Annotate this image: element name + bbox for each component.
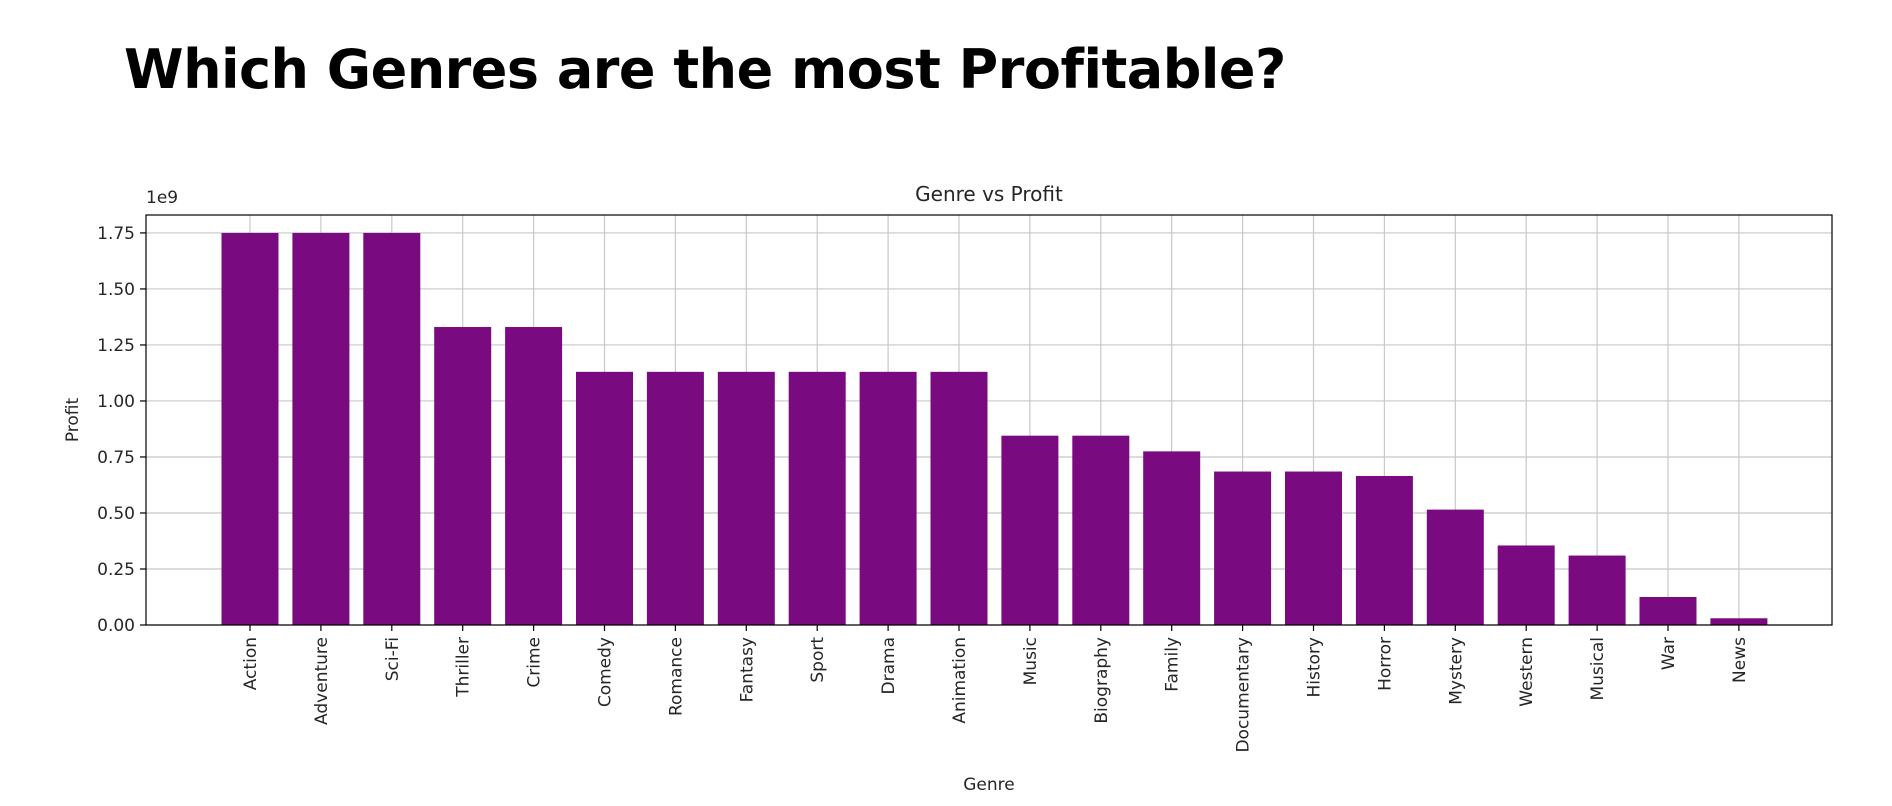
bar-music — [1001, 435, 1059, 625]
bar-fantasy — [717, 371, 775, 625]
bar-news — [1710, 618, 1768, 625]
x-axis-label: Genre — [963, 775, 1014, 795]
x-tick-label: Biography — [1092, 637, 1112, 724]
x-tick-label: Animation — [950, 637, 970, 724]
x-tick-label: Family — [1163, 637, 1183, 692]
bar-animation — [930, 371, 988, 625]
bar-western — [1497, 545, 1555, 625]
x-tick-label: Romance — [666, 637, 686, 716]
y-tick-label: 1.50 — [97, 280, 135, 300]
bar-war — [1639, 596, 1697, 625]
bar-history — [1285, 471, 1342, 625]
bar-romance — [646, 371, 704, 625]
bar-thriller — [434, 327, 492, 625]
chart-title: Genre vs Profit — [915, 182, 1063, 206]
bar-musical — [1568, 555, 1626, 625]
y-tick-label: 0.00 — [97, 616, 135, 636]
x-tick-label: History — [1305, 637, 1325, 697]
bar-documentary — [1214, 471, 1272, 625]
x-tick-label: Sport — [808, 637, 828, 683]
plot-frame — [145, 214, 1833, 626]
x-tick-label: Music — [1021, 637, 1041, 685]
x-tick-label: Western — [1517, 637, 1537, 707]
slide-title: Which Genres are the most Profitable? — [124, 38, 1286, 101]
y-tick-label: 1.25 — [97, 336, 135, 356]
x-tick-label: Sci-Fi — [383, 637, 403, 681]
y-axis-label: Profit — [63, 397, 83, 442]
bar-biography — [1072, 435, 1130, 625]
bars — [221, 232, 1768, 625]
tick-marks — [140, 232, 1740, 631]
x-tick-label: Horror — [1375, 637, 1395, 691]
bar-horror — [1355, 476, 1413, 625]
y-tick-label: 1.00 — [97, 392, 135, 412]
x-tick-labels: Action Adventure Sci-Fi Thriller Crime Comedy… — [241, 637, 1750, 753]
y-tick-label: 0.50 — [97, 504, 135, 524]
y-tick-label: 0.75 — [97, 448, 135, 468]
x-tick-label: Thriller — [454, 637, 474, 698]
bar-mystery — [1426, 509, 1484, 625]
x-tick-label: Musical — [1588, 637, 1608, 701]
x-tick-label: Drama — [879, 637, 899, 694]
x-tick-label: Documentary — [1234, 637, 1254, 753]
x-tick-label: Adventure — [312, 637, 332, 725]
x-tick-label: War — [1659, 637, 1679, 670]
bar-sci-fi — [363, 232, 421, 625]
x-tick-label: News — [1730, 637, 1750, 683]
bar-family — [1143, 451, 1201, 625]
x-tick-label: Fantasy — [737, 637, 757, 702]
bar-action — [221, 232, 279, 625]
bar-drama — [859, 371, 917, 625]
y-axis-scale-label: 1e9 — [146, 188, 178, 208]
x-tick-label: Mystery — [1446, 637, 1466, 705]
x-tick-label: Action — [241, 637, 261, 690]
y-tick-label: 1.75 — [97, 224, 135, 244]
x-tick-label: Comedy — [596, 637, 616, 707]
y-tick-labels: 0.00 0.25 0.50 0.75 1.00 1.25 1.50 1.75 — [97, 224, 135, 636]
x-tick-label: Crime — [525, 637, 545, 688]
y-tick-label: 0.25 — [97, 560, 135, 580]
bar-adventure — [292, 232, 350, 625]
bar-sport — [788, 371, 846, 625]
bar-comedy — [576, 371, 633, 625]
bar-crime — [505, 327, 563, 625]
